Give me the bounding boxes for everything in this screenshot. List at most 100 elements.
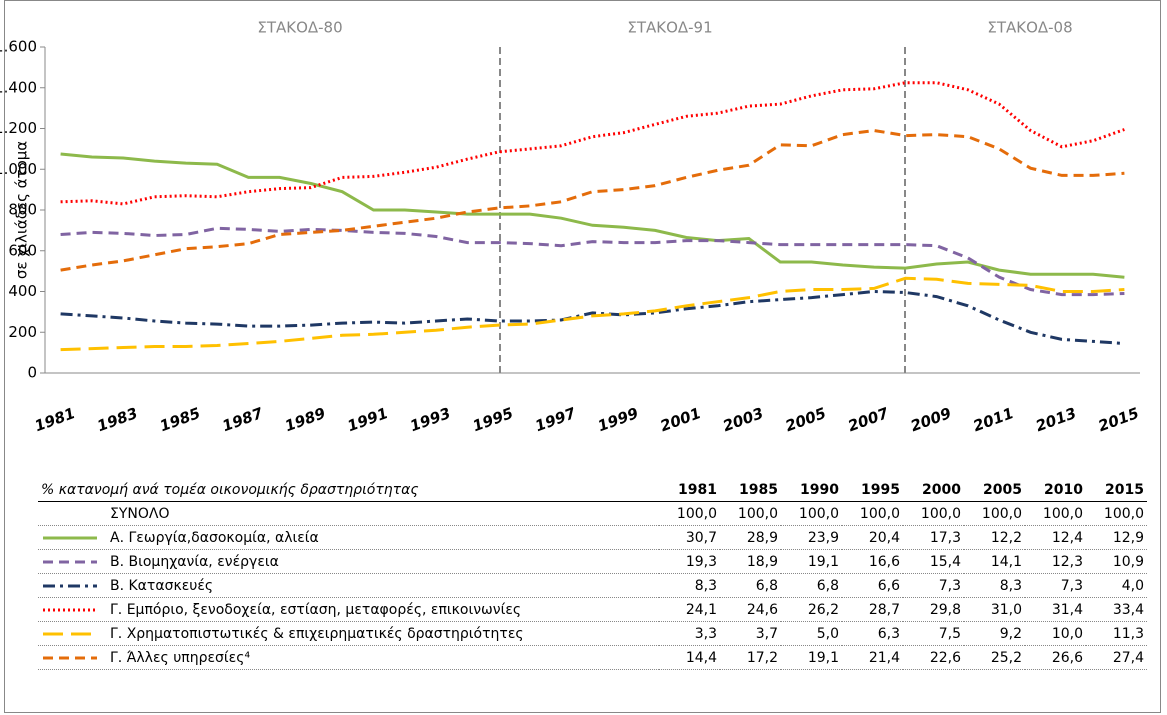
legend-entry: Γ. Χρηματοπιστωτικές & επιχειρηματικές δ… <box>38 621 659 646</box>
table-header: % κατανομή ανά τομέα οικονομικής δραστηρ… <box>38 478 1147 502</box>
legend-label: Α. Γεωργία,δασοκομία, αλιεία <box>110 529 319 546</box>
column-header: 1985 <box>720 478 781 502</box>
row-label: ΣΥΝΟΛΟ <box>38 501 659 526</box>
x-tick-label: 1989 <box>282 404 327 435</box>
legend-swatch <box>43 632 97 635</box>
y-tick-label: 1.200 <box>0 119 37 137</box>
x-tick-label: 1985 <box>157 404 202 435</box>
chart: σε χιλιάδες άτομα 0 200 400 600 800 1.000 1.20… <box>0 19 1141 436</box>
frame <box>4 0 1161 713</box>
table-cell: 6,8 <box>781 573 842 598</box>
y-tick-label: 800 <box>8 201 37 219</box>
table-cell: 6,8 <box>720 573 781 598</box>
table-cell: 4,0 <box>1086 573 1147 598</box>
share-table: % κατανομή ανά τομέα οικονομικής δραστηρ… <box>38 478 1147 670</box>
table-cell: 14,1 <box>964 549 1025 574</box>
table-cell: 5,0 <box>781 621 842 646</box>
x-tick-label: 1999 <box>595 404 640 435</box>
y-tick-label: 1.400 <box>0 78 37 96</box>
x-tick-label: 2013 <box>1033 404 1078 435</box>
table-cell: 8,3 <box>659 573 720 598</box>
table-cell: 100,0 <box>1086 501 1147 526</box>
series-row: Β. Βιομηχανία, ενέργεια 19,3 18,9 19,1 16,6 1… <box>38 549 1147 574</box>
table-cell: 100,0 <box>1025 501 1086 526</box>
legend-swatch <box>43 656 97 659</box>
table-cell: 6,6 <box>842 573 903 598</box>
table-cell: 100,0 <box>720 501 781 526</box>
table-cell: 33,4 <box>1086 597 1147 622</box>
table-cell: 8,3 <box>964 573 1025 598</box>
table-title: % κατανομή ανά τομέα οικονομικής δραστηρ… <box>38 478 659 502</box>
x-tick-label: 2015 <box>1096 404 1141 435</box>
table-cell: 30,7 <box>659 525 720 550</box>
x-tick-label: 2007 <box>846 404 892 435</box>
legend-entry: Γ. Εμπόριο, ξενοδοχεία, εστίαση, μεταφορ… <box>38 597 659 622</box>
legend-label: Γ. Άλλες υπηρεσίες⁴ <box>110 649 251 666</box>
table-cell: 9,2 <box>964 621 1025 646</box>
legend-entry: Β. Βιομηχανία, ενέργεια <box>38 549 659 574</box>
y-tick-label: 600 <box>8 241 37 259</box>
table-cell: 11,3 <box>1086 621 1147 646</box>
legend-entry: Β. Κατασκευές <box>38 573 659 598</box>
table-cell: 3,3 <box>659 621 720 646</box>
period-label: ΣΤΑΚΟΔ-80 <box>257 19 342 37</box>
table-cell: 12,3 <box>1025 549 1086 574</box>
table-cell: 7,5 <box>903 621 964 646</box>
table-cell: 22,6 <box>903 645 964 670</box>
column-header: 2010 <box>1025 478 1086 502</box>
table-cell: 14,4 <box>659 645 720 670</box>
legend-swatch <box>43 584 97 587</box>
series-line <box>60 226 1125 297</box>
table-cell: 19,3 <box>659 549 720 574</box>
x-tick-label: 1981 <box>32 404 77 435</box>
table-cell: 24,6 <box>720 597 781 622</box>
series-line <box>60 81 1125 206</box>
table-cell: 25,2 <box>964 645 1025 670</box>
table-cell: 31,4 <box>1025 597 1086 622</box>
table-cell: 7,3 <box>903 573 964 598</box>
x-tick-label: 2011 <box>971 404 1016 435</box>
table-cell: 6,3 <box>842 621 903 646</box>
y-tick-label: 1.000 <box>0 160 37 178</box>
x-tick-label: 2001 <box>658 404 703 435</box>
series-line <box>60 276 1125 352</box>
y-tick-label: 200 <box>8 323 37 341</box>
table-cell: 12,9 <box>1086 525 1147 550</box>
series-row: Β. Κατασκευές 8,3 6,8 6,8 6,6 7,3 8,3 7,3 4,0 <box>38 573 1147 598</box>
table-cell: 28,7 <box>842 597 903 622</box>
table-cell: 19,1 <box>781 549 842 574</box>
x-tick-label: 1991 <box>345 404 390 435</box>
table-cell: 3,7 <box>720 621 781 646</box>
period-label: ΣΤΑΚΟΔ-08 <box>987 19 1072 37</box>
x-tick-label: 1983 <box>95 404 140 435</box>
x-tick-label: 1987 <box>220 404 266 435</box>
table-cell: 20,4 <box>842 525 903 550</box>
x-tick-label: 1997 <box>533 404 579 435</box>
table-cell: 24,1 <box>659 597 720 622</box>
y-axis-label: σε χιλιάδες άτομα <box>13 141 31 279</box>
column-header: 1990 <box>781 478 842 502</box>
series-line <box>60 128 1125 272</box>
table-cell: 31,0 <box>964 597 1025 622</box>
column-header: 1995 <box>842 478 903 502</box>
table-cell: 23,9 <box>781 525 842 550</box>
series-line <box>60 289 1125 345</box>
period-label: ΣΤΑΚΟΔ-91 <box>627 19 712 37</box>
table-cell: 100,0 <box>659 501 720 526</box>
legend-entry: Α. Γεωργία,δασοκομία, αλιεία <box>38 525 659 550</box>
legend-swatch <box>43 536 97 539</box>
x-tick-label: 1995 <box>470 404 515 435</box>
series-line <box>60 152 1125 279</box>
series-row: Γ. Άλλες υπηρεσίες⁴ 14,4 17,2 19,1 21,4 22,6 2… <box>38 645 1147 670</box>
table-cell: 100,0 <box>781 501 842 526</box>
table-cell: 26,6 <box>1025 645 1086 670</box>
series-row: Γ. Εμπόριο, ξενοδοχεία, εστίαση, μεταφορ… <box>38 597 1147 622</box>
table-cell: 15,4 <box>903 549 964 574</box>
table-cell: 18,9 <box>720 549 781 574</box>
legend-label: Β. Βιομηχανία, ενέργεια <box>110 553 279 570</box>
column-header: 1981 <box>659 478 720 502</box>
column-header: 2015 <box>1086 478 1147 502</box>
series-row: Α. Γεωργία,δασοκομία, αλιεία 30,7 28,9 23,9… <box>38 525 1147 550</box>
series-row: Γ. Χρηματοπιστωτικές & επιχειρηματικές δ… <box>38 621 1147 646</box>
